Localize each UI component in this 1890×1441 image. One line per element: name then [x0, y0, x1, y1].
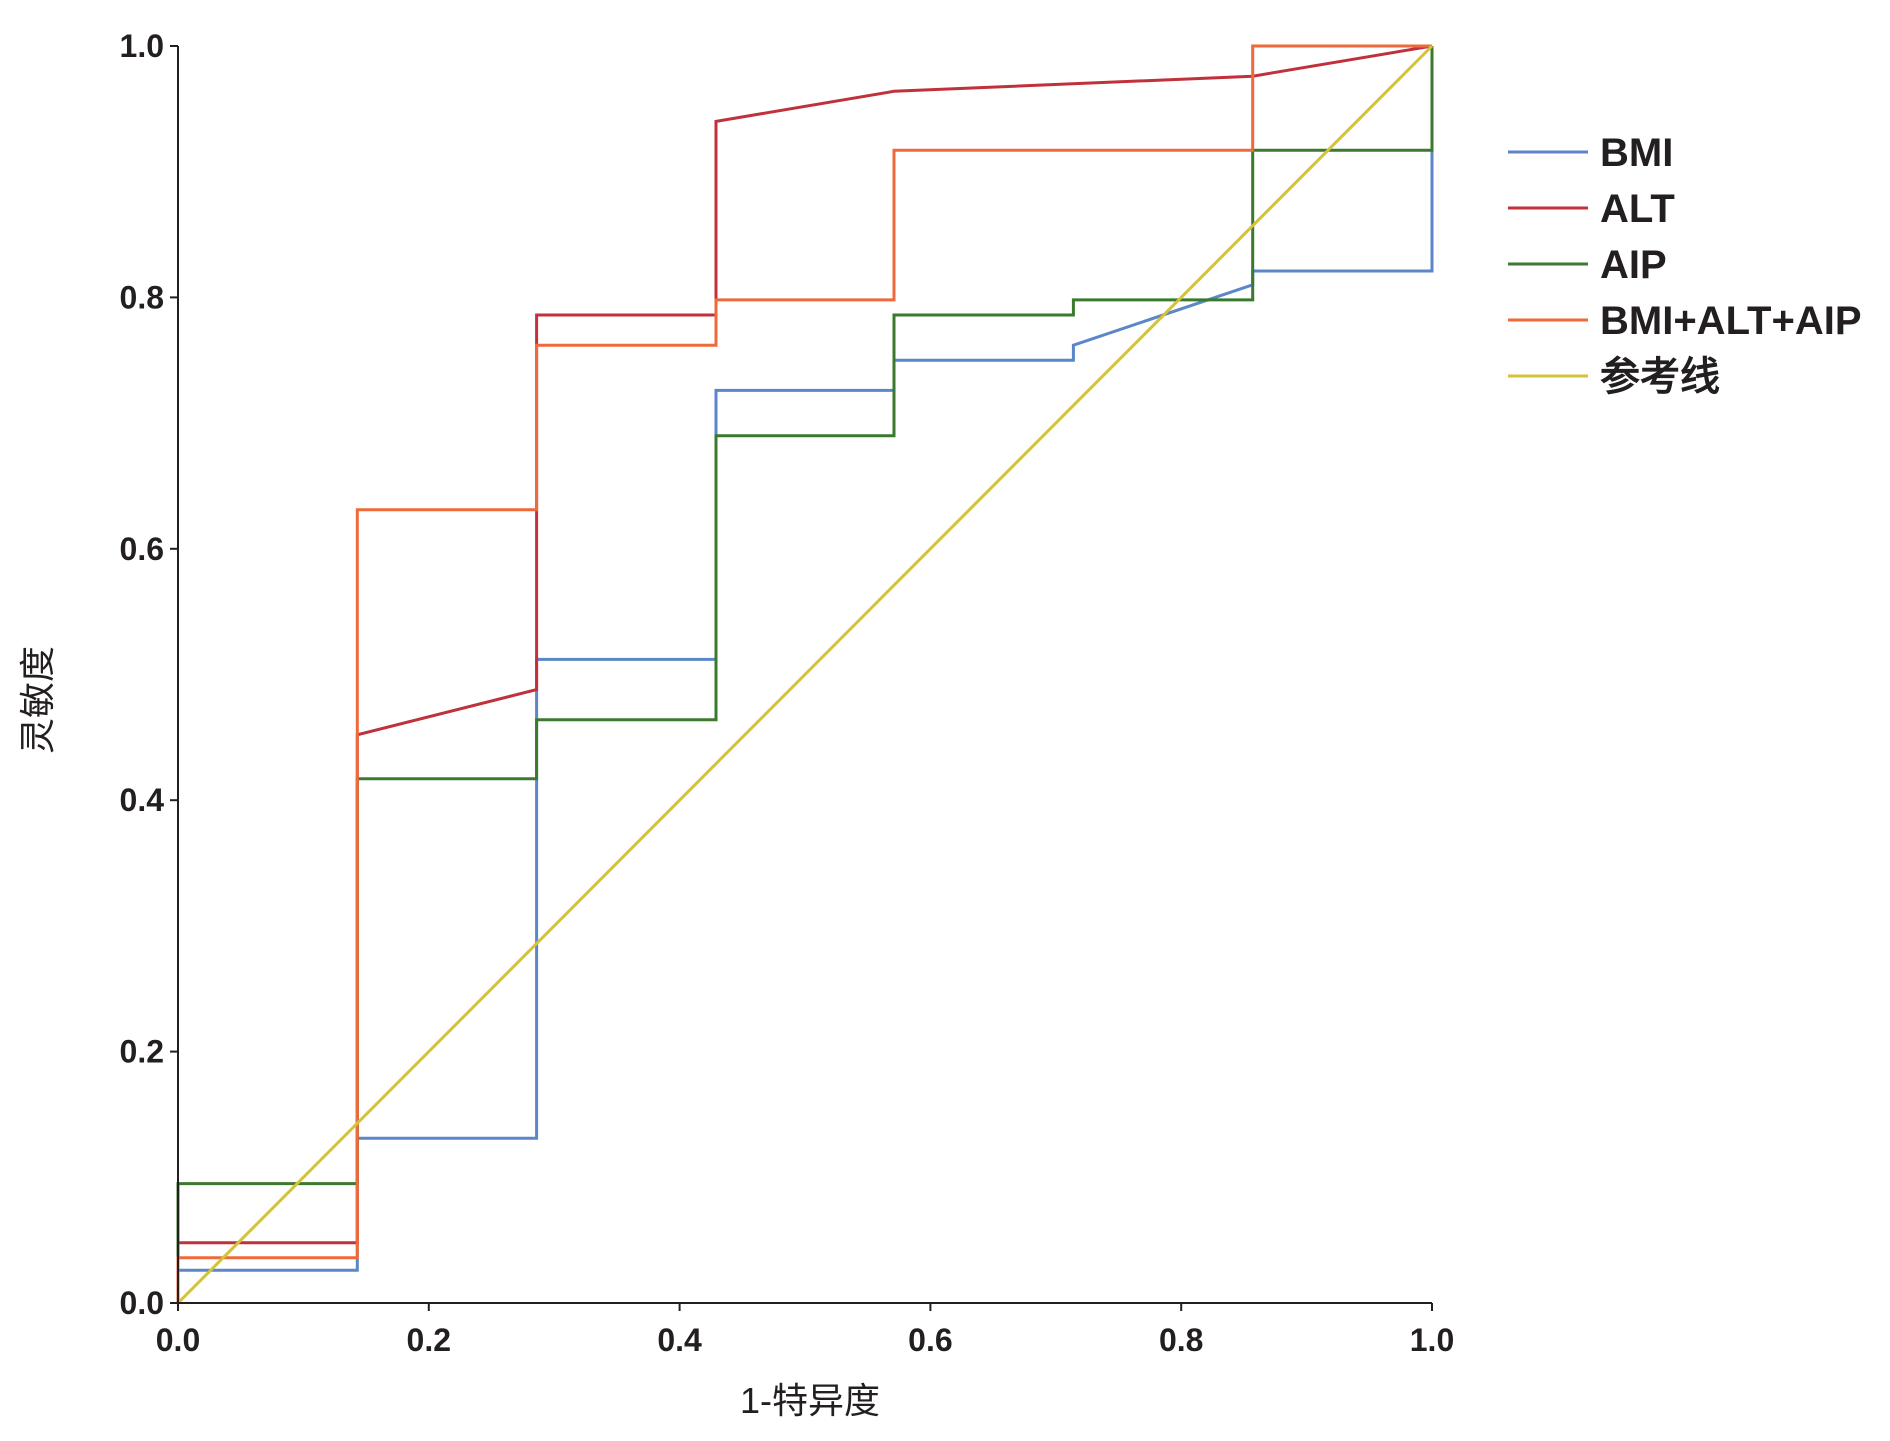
series-line-bmi-plus-alt-plus-aip — [176, 44, 1432, 1303]
y-tick-label: 0.4 — [120, 782, 165, 818]
legend-label-alt: ALT — [1600, 187, 1675, 231]
x-tick-label: 0.6 — [908, 1322, 952, 1358]
y-tick-label: 0.8 — [120, 279, 164, 315]
legend-label-bmi-plus-alt-plus-aip: BMI+ALT+AIP — [1600, 299, 1862, 343]
legend-label-bmi: BMI — [1600, 131, 1673, 175]
x-axis-title: 1-特异度 — [740, 1380, 880, 1421]
legend-label-aip: AIP — [1600, 243, 1667, 287]
reference-line — [176, 44, 1434, 1305]
y-tick-label: 0.0 — [120, 1285, 164, 1321]
series-layer — [176, 44, 1434, 1305]
x-tick-label: 0.0 — [156, 1322, 200, 1358]
x-tick-label: 0.4 — [657, 1322, 702, 1358]
y-axis-title: 灵敏度 — [17, 646, 58, 754]
axes-layer: 0.0 0.2 0.4 0.6 0.8 1.0 0.0 0.2 0.4 0.6 0.8 1.0 — [120, 28, 1455, 1358]
y-tick-label: 0.6 — [120, 531, 164, 567]
legend-label-reference: 参考线 — [1600, 355, 1720, 399]
y-tick-label: 0.2 — [120, 1034, 164, 1070]
x-tick-label: 0.2 — [407, 1322, 451, 1358]
x-tick-label: 0.8 — [1159, 1322, 1203, 1358]
legend: BMI ALT AIP BMI+ALT+AIP 参考线 — [1508, 131, 1862, 399]
x-tick-label: 1.0 — [1410, 1322, 1454, 1358]
y-tick-label: 1.0 — [120, 28, 164, 64]
series-line-alt — [176, 44, 1433, 1303]
